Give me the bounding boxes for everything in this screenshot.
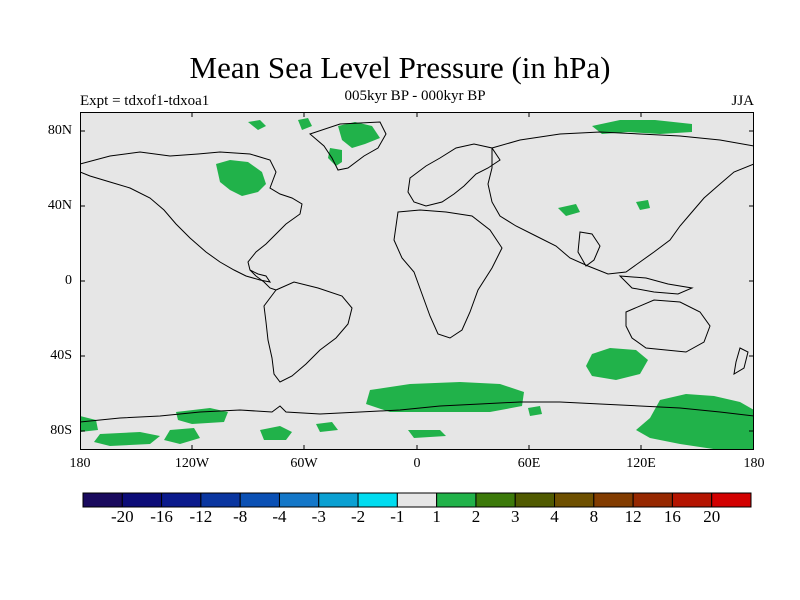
world-map	[80, 112, 754, 450]
x-label-120e: 120E	[626, 456, 656, 471]
coast-india	[577, 231, 601, 267]
colorbar-swatch	[475, 492, 516, 508]
colorbar-label: -3	[311, 507, 326, 526]
y-label-40n: 40N	[47, 198, 72, 213]
colorbar-label: -2	[350, 507, 366, 526]
colorbar-label: 8	[589, 507, 599, 526]
colorbar-label: 12	[624, 507, 642, 526]
colorbar-label: 2	[471, 507, 481, 526]
colorbar-swatch	[554, 492, 595, 508]
x-label-180e: 180	[743, 456, 765, 471]
coastlines	[80, 121, 754, 423]
colorbar-swatch	[357, 492, 398, 508]
anomaly-east-small	[528, 406, 542, 416]
colorbar-swatch	[711, 492, 752, 508]
colorbar-label: -16	[150, 507, 173, 526]
colorbar-swatch	[121, 492, 163, 508]
anomaly-asia	[558, 204, 580, 216]
map-title: Mean Sea Level Pressure (in hPa)	[189, 50, 611, 85]
colorbar	[82, 492, 752, 508]
anomaly-antarctic-east	[636, 394, 754, 450]
coast-antarctica	[80, 401, 754, 423]
colorbar-label: -12	[189, 507, 213, 526]
coast-central-america	[249, 269, 277, 291]
colorbar-swatch	[318, 492, 359, 508]
coast-indonesia	[618, 275, 694, 295]
colorbar-label: 16	[663, 507, 681, 526]
y-label-80s: 80S	[50, 423, 72, 438]
colorbar-label: -1	[390, 507, 405, 526]
colorbar-label: 3	[510, 507, 520, 526]
experiment-label: Expt = tdxof1-tdxoa1	[80, 93, 210, 109]
y-label-0: 0	[65, 273, 72, 288]
x-label-180w: 180	[69, 456, 91, 471]
colorbar-swatch	[671, 492, 713, 508]
x-label-60w: 60W	[290, 456, 318, 471]
colorbar-label: 1	[432, 507, 441, 526]
anomaly-south-atlantic	[366, 382, 524, 412]
colorbar-swatch	[161, 492, 202, 508]
coast-australia	[625, 299, 711, 353]
coast-africa	[393, 209, 503, 339]
colorbar-label: 20	[703, 507, 721, 526]
colorbar-swatch	[82, 492, 123, 508]
y-label-80n: 80N	[47, 123, 72, 138]
anomaly-southern-pacific	[80, 416, 98, 432]
coast-greenland	[309, 121, 387, 171]
anomaly-regions	[80, 118, 754, 450]
anomaly-arctic-isle	[298, 118, 312, 130]
anomaly-canada-north	[248, 120, 266, 130]
x-label-120w: 120W	[174, 456, 210, 471]
x-label-60e: 60E	[517, 456, 541, 471]
colorbar-swatch	[396, 492, 438, 508]
anomaly-antarctic-ross	[164, 428, 200, 444]
coast-europe	[407, 143, 501, 207]
coast-south-america	[263, 281, 353, 383]
colorbar-swatch	[593, 492, 634, 508]
map-subtitle: 005kyr BP - 000kyr BP	[344, 88, 486, 104]
x-label-0: 0	[413, 456, 421, 471]
colorbar-label: -4	[272, 507, 287, 526]
anomaly-antarctic-mid2	[408, 430, 446, 438]
anomaly-siberia-north	[592, 120, 692, 134]
colorbar-swatch	[436, 492, 477, 508]
axis-ticks	[80, 112, 754, 450]
colorbar-swatch	[514, 492, 556, 508]
colorbar-swatch	[278, 492, 320, 508]
colorbar-swatch	[200, 492, 241, 508]
colorbar-swatch	[239, 492, 280, 508]
anomaly-greenland	[338, 122, 380, 148]
coast-new-zealand	[733, 347, 749, 375]
anomaly-antarctic-west	[176, 408, 228, 424]
anomaly-south-indian-ocean	[586, 348, 648, 380]
anomaly-china	[636, 200, 650, 210]
anomaly-antarctic-coast	[94, 432, 160, 446]
anomaly-antarctic-pen	[260, 426, 292, 440]
anomaly-hudson	[216, 160, 266, 196]
anomaly-greenland-south	[328, 148, 342, 166]
colorbar-swatch	[632, 492, 673, 508]
colorbar-label: -8	[233, 507, 248, 526]
y-label-40s: 40S	[50, 348, 72, 363]
colorbar-label: -20	[110, 507, 134, 526]
coast-north-america	[80, 151, 303, 283]
colorbar-label: 4	[550, 507, 559, 526]
season-label: JJA	[731, 93, 754, 109]
coast-asia	[487, 131, 754, 275]
anomaly-antarctic-mid	[316, 422, 338, 432]
